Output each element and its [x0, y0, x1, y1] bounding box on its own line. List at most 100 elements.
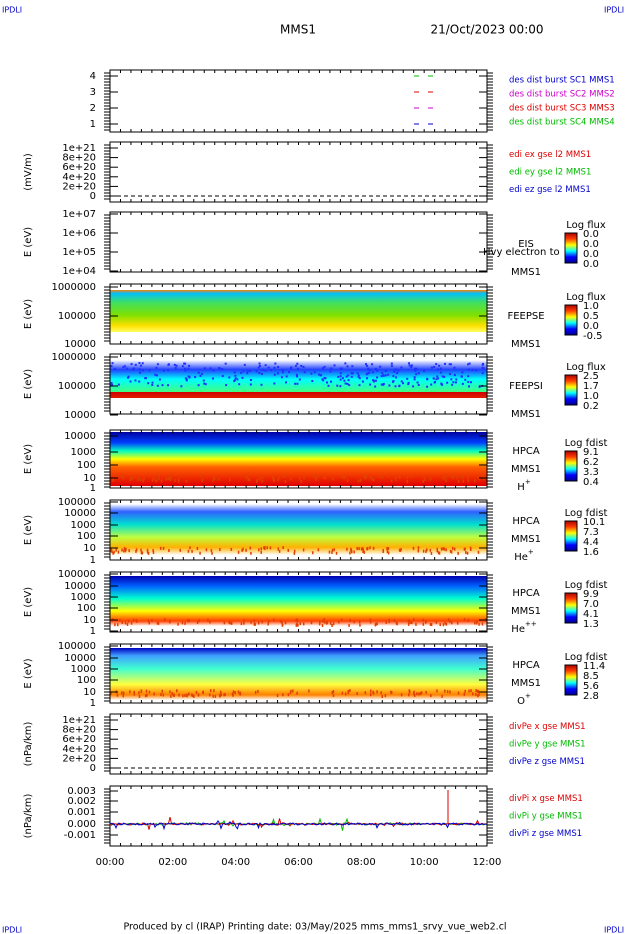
- speckle: [144, 377, 147, 380]
- speckle: [202, 690, 204, 694]
- legend-entry: edi ey gse l2 MMS1: [509, 168, 591, 178]
- speckle: [200, 372, 203, 375]
- speckle: [347, 379, 350, 382]
- speckle: [158, 378, 161, 381]
- speckle: [232, 690, 235, 694]
- colorbar-tick-label: 7.3: [583, 527, 599, 538]
- speckle: [371, 477, 373, 481]
- speckle: [170, 694, 172, 698]
- colorbar: [564, 232, 578, 264]
- speckle: [299, 622, 302, 626]
- legend-entry: des dist burst SC1 MMS1: [509, 75, 615, 85]
- colorbar: [564, 520, 578, 552]
- speckle: [398, 475, 401, 479]
- speckle: [335, 551, 338, 555]
- speckle: [440, 547, 443, 551]
- speckle: [321, 623, 324, 627]
- speckle: [449, 372, 452, 375]
- speckle: [201, 479, 204, 483]
- speckle: [199, 474, 202, 478]
- speckle: [364, 691, 367, 695]
- speckle: [138, 694, 141, 698]
- speckle: [154, 478, 157, 482]
- y-tick-label: 100000: [58, 641, 96, 652]
- speckle: [197, 693, 200, 697]
- speckle: [296, 367, 299, 370]
- speckle: [197, 371, 200, 374]
- speckle: [455, 378, 458, 381]
- y-tick-label: 100000: [58, 381, 96, 392]
- speckle: [329, 380, 332, 383]
- speckle: [300, 364, 303, 367]
- speckle: [209, 620, 211, 624]
- speckle: [233, 371, 236, 374]
- y-tick-label: 10000: [64, 581, 96, 592]
- speckle: [142, 479, 144, 483]
- speckle: [327, 384, 330, 387]
- speckle: [239, 691, 242, 695]
- speckle: [322, 476, 325, 480]
- colorbar-title: Log fdist: [565, 438, 608, 449]
- legend-entry: edi ez gse l2 MMS1: [509, 185, 591, 195]
- speckle: [110, 382, 113, 385]
- speckle: [285, 375, 288, 378]
- corner-mark: IPDLI: [604, 926, 624, 934]
- speckle: [476, 620, 478, 624]
- speckle: [132, 367, 135, 370]
- speckle: [243, 619, 245, 623]
- speckle: [191, 693, 194, 697]
- speckle: [148, 369, 151, 372]
- speckle: [341, 475, 344, 479]
- side-label: MMS1: [511, 534, 541, 545]
- speckle: [152, 548, 154, 552]
- speckle: [146, 548, 149, 552]
- speckle: [407, 381, 410, 384]
- y-tick-label: 4e+20: [62, 172, 96, 183]
- panel-frame: [109, 785, 488, 847]
- speckle: [467, 375, 470, 378]
- speckle: [371, 363, 374, 366]
- y-tick-label: 1: [90, 119, 96, 130]
- speckle: [329, 370, 332, 373]
- speckle: [271, 476, 274, 480]
- speckle: [395, 478, 397, 482]
- speckle: [436, 549, 439, 553]
- y-tick-label: 0.003: [67, 786, 96, 797]
- speckle: [382, 374, 385, 377]
- speckle: [285, 381, 288, 384]
- speckle: [110, 365, 113, 368]
- speckle: [322, 379, 325, 382]
- speckle: [299, 476, 301, 480]
- speckle: [218, 367, 221, 370]
- panel-frame: [109, 69, 488, 133]
- y-tick-label: 1000000: [51, 352, 96, 363]
- speckle: [477, 550, 480, 554]
- speckle: [466, 551, 469, 555]
- speckle: [417, 546, 420, 550]
- speckle: [234, 374, 237, 377]
- speckle: [476, 689, 479, 693]
- speckle: [266, 546, 268, 550]
- speckle: [122, 691, 125, 695]
- speckle: [155, 366, 158, 369]
- speckle: [410, 366, 413, 369]
- speckle: [470, 689, 472, 693]
- speckle: [441, 694, 443, 698]
- speckle: [184, 367, 187, 370]
- speckle: [241, 548, 243, 552]
- speckle: [296, 691, 298, 695]
- speckle: [345, 375, 348, 378]
- speckle: [333, 364, 336, 367]
- species-base: He: [514, 552, 528, 563]
- speckle: [205, 548, 208, 552]
- colorbar-tick-label: 0.0: [583, 229, 599, 240]
- speckle: [380, 383, 383, 386]
- speckle: [331, 623, 333, 627]
- speckle: [471, 368, 474, 371]
- speckle: [414, 693, 416, 697]
- speckle: [223, 621, 226, 625]
- speckle: [435, 363, 438, 366]
- speckle: [261, 368, 264, 371]
- colorbar-tick-label: 7.0: [583, 599, 599, 610]
- speckle: [468, 362, 471, 365]
